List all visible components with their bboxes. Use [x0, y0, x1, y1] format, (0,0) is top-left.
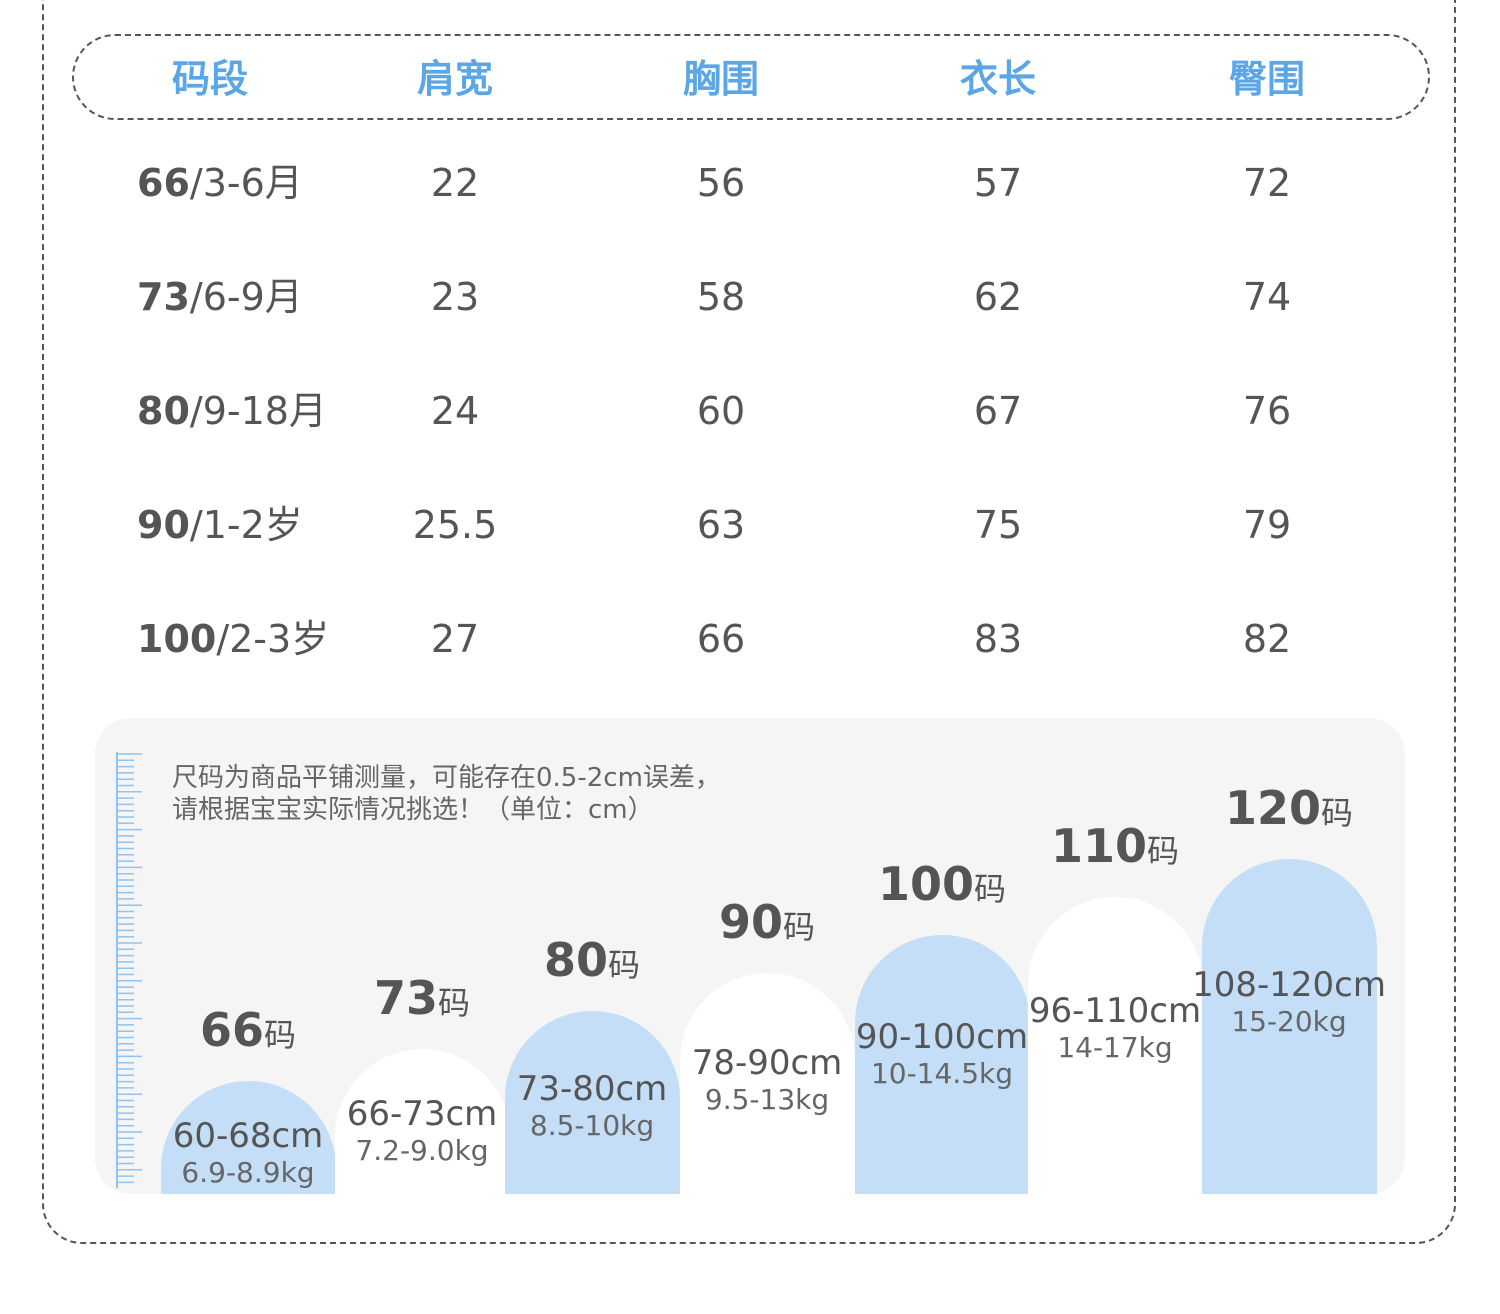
weight-range: 6.9-8.9kg: [181, 1156, 315, 1190]
age-range: /9-18月: [189, 389, 327, 433]
header-length: 衣长: [959, 57, 1036, 101]
size-bar-label: 73码: [312, 971, 532, 1025]
size-number: 100: [137, 617, 217, 661]
size-suffix: 码: [1147, 832, 1180, 870]
size-number: 120: [1224, 781, 1321, 835]
table-cell: 75: [973, 503, 1023, 547]
measurement-note: 尺码为商品平铺测量，可能存在0.5-2cm误差， 请根据宝宝实际情况挑选！（单位…: [172, 762, 721, 826]
table-row: 80/9-18月 24 60 67 76: [0, 381, 1500, 441]
height-range: 73-80cm: [516, 1068, 668, 1109]
size-number: 100: [877, 857, 974, 911]
height-range: 78-90cm: [691, 1042, 843, 1083]
age-range: /1-2岁: [189, 503, 303, 547]
table-cell: 58: [696, 275, 746, 319]
size-suffix: 码: [783, 908, 816, 946]
size-number: 73: [373, 971, 438, 1025]
header-chest: 胸围: [682, 57, 759, 101]
size-number: 80: [543, 933, 608, 987]
header-shoulder-width: 肩宽: [416, 57, 493, 101]
size-bar: [335, 1049, 510, 1194]
size-bar-info: 60-68cm 6.9-8.9kg: [138, 1117, 358, 1191]
size-suffix: 码: [608, 946, 641, 984]
table-cell: 67: [973, 389, 1023, 433]
size-bar: [1028, 897, 1203, 1194]
size-number: 73: [137, 275, 190, 319]
size-cell: 100/2-3岁: [137, 609, 329, 669]
age-range: /3-6月: [189, 161, 303, 205]
table-cell: 76: [1242, 389, 1292, 433]
size-number: 90: [137, 503, 190, 547]
size-bar-info: 108-120cm 15-20kg: [1179, 966, 1399, 1040]
weight-range: 10-14.5kg: [870, 1056, 1014, 1090]
table-row: 90/1-2岁 25.5 63 75 79: [0, 495, 1500, 555]
size-suffix: 码: [264, 1016, 297, 1054]
height-range: 90-100cm: [855, 1016, 1029, 1057]
size-suffix: 码: [1321, 794, 1354, 832]
size-bar-label: 120码: [1179, 781, 1399, 835]
table-cell: 25.5: [412, 503, 498, 547]
size-number: 110: [1050, 819, 1147, 873]
size-number: 90: [718, 895, 783, 949]
outer-frame: [42, 0, 1456, 1244]
size-bar-label: 110码: [1005, 819, 1225, 873]
size-cell: 66/3-6月: [137, 153, 303, 213]
table-header-bar: [72, 34, 1430, 120]
size-bar-info: 73-80cm 8.5-10kg: [482, 1070, 702, 1144]
size-suffix: 码: [974, 870, 1007, 908]
size-bar: [680, 973, 855, 1194]
table-cell: 63: [696, 503, 746, 547]
size-bar-info: 66-73cm 7.2-9.0kg: [312, 1095, 532, 1169]
size-number: 80: [137, 389, 190, 433]
size-cell: 80/9-18月: [137, 381, 327, 441]
weight-range: 15-20kg: [1231, 1005, 1347, 1039]
size-bar: [1202, 859, 1377, 1194]
size-bar-info: 78-90cm 9.5-13kg: [657, 1044, 877, 1118]
size-number: 66: [199, 1003, 264, 1057]
size-bar: [505, 1011, 680, 1194]
height-range: 66-73cm: [346, 1094, 498, 1135]
age-range: /2-3岁: [216, 617, 330, 661]
weight-range: 8.5-10kg: [529, 1108, 655, 1142]
table-cell: 56: [696, 161, 746, 205]
header-hip: 臀围: [1228, 57, 1305, 101]
table-cell: 72: [1242, 161, 1292, 205]
table-row: 73/6-9月 23 58 62 74: [0, 267, 1500, 327]
size-bar-info: 96-110cm 14-17kg: [1005, 992, 1225, 1066]
table-cell: 60: [696, 389, 746, 433]
weight-range: 9.5-13kg: [704, 1082, 830, 1116]
note-line-2: 请根据宝宝实际情况挑选！（单位：cm）: [172, 795, 654, 825]
height-range: 108-120cm: [1192, 965, 1386, 1006]
note-line-1: 尺码为商品平铺测量，可能存在0.5-2cm误差，: [172, 763, 721, 793]
table-cell: 27: [430, 617, 480, 661]
size-number: 66: [137, 161, 190, 205]
height-range: 96-110cm: [1028, 991, 1202, 1032]
weight-range: 7.2-9.0kg: [355, 1134, 489, 1168]
size-bar: [855, 935, 1030, 1194]
table-cell: 66: [696, 617, 746, 661]
table-cell: 57: [973, 161, 1023, 205]
table-cell: 22: [430, 161, 480, 205]
table-cell: 82: [1242, 617, 1292, 661]
table-cell: 23: [430, 275, 480, 319]
age-range: /6-9月: [189, 275, 303, 319]
size-bar-label: 80码: [482, 933, 702, 987]
size-bar-label: 90码: [657, 895, 877, 949]
header-size-range: 码段: [171, 57, 248, 101]
table-cell: 83: [973, 617, 1023, 661]
weight-range: 14-17kg: [1057, 1031, 1173, 1065]
size-bar-label: 100码: [832, 857, 1052, 911]
table-cell: 74: [1242, 275, 1292, 319]
table-row: 66/3-6月 22 56 57 72: [0, 153, 1500, 213]
size-bar-info: 90-100cm 10-14.5kg: [832, 1018, 1052, 1092]
height-range: 60-68cm: [172, 1116, 324, 1157]
table-row: 100/2-3岁 27 66 83 82: [0, 609, 1500, 669]
table-cell: 24: [430, 389, 480, 433]
table-cell: 79: [1242, 503, 1292, 547]
size-suffix: 码: [438, 984, 471, 1022]
ruler-icon: [116, 752, 142, 1188]
size-bar-label: 66码: [138, 1003, 358, 1057]
size-cell: 73/6-9月: [137, 267, 303, 327]
size-cell: 90/1-2岁: [137, 495, 303, 555]
table-cell: 62: [973, 275, 1023, 319]
